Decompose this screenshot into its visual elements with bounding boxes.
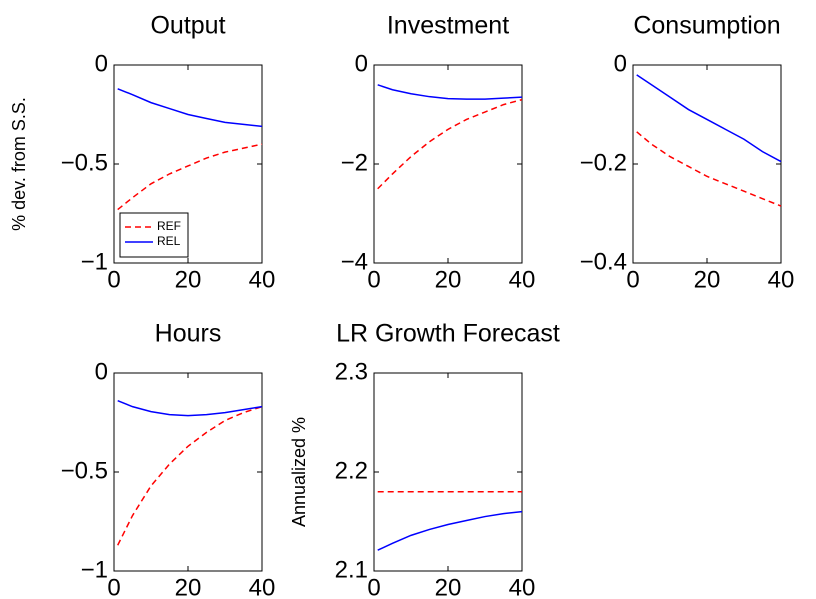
axes-box [373,64,523,264]
y-tick-label: −2 [341,149,368,176]
x-tick-label: 20 [435,574,462,599]
x-tick-label: 40 [509,574,536,599]
chart-title: Consumption [633,12,780,40]
y-axis-label: Annualized % [289,417,309,527]
y-tick-label: −0.2 [580,149,627,176]
y-tick-label: 0 [95,358,108,385]
chart-title: LR Growth Forecast [336,320,560,348]
x-tick-label: 0 [107,266,120,293]
axes-box [632,64,782,264]
series-line [117,143,263,211]
y-tick-label: −1 [81,556,108,583]
y-tick-label: −0.4 [580,248,627,275]
y-tick-label: 0 [614,50,627,77]
x-tick-label: 20 [175,574,202,599]
series-line [377,510,523,551]
x-tick-label: 20 [175,266,202,293]
x-tick-label: 40 [509,266,536,293]
x-tick-label: 20 [694,266,721,293]
legend-box [119,212,189,258]
y-axis-label: % dev. from S.S. [9,97,29,231]
x-tick-label: 0 [626,266,639,293]
x-tick-label: 0 [367,574,380,599]
x-tick-label: 40 [768,266,795,293]
series-line [117,400,263,417]
chart-title: Investment [387,12,509,40]
y-tick-label: 2.3 [335,358,368,385]
series-line [636,131,782,207]
legend-label: REF [157,219,181,233]
x-tick-label: 20 [435,266,462,293]
series-line [117,88,263,128]
y-tick-label: −4 [341,248,368,275]
x-tick-label: 0 [107,574,120,599]
axes-box [113,372,263,572]
y-tick-label: −1 [81,248,108,275]
y-tick-label: 0 [95,50,108,77]
y-tick-label: −0.5 [61,457,108,484]
y-tick-label: −0.5 [61,149,108,176]
series-line [377,84,523,100]
x-tick-label: 0 [367,266,380,293]
y-tick-label: 0 [355,50,368,77]
legend-label: REL [157,234,181,248]
series-line [117,405,263,546]
y-tick-label: 2.2 [335,457,368,484]
y-tick-label: 2.1 [335,556,368,583]
series-line [636,74,782,163]
x-tick-label: 40 [249,266,276,293]
chart-title: Hours [155,320,222,348]
series-line [377,98,523,190]
chart-title: Output [150,12,225,40]
x-tick-label: 40 [249,574,276,599]
